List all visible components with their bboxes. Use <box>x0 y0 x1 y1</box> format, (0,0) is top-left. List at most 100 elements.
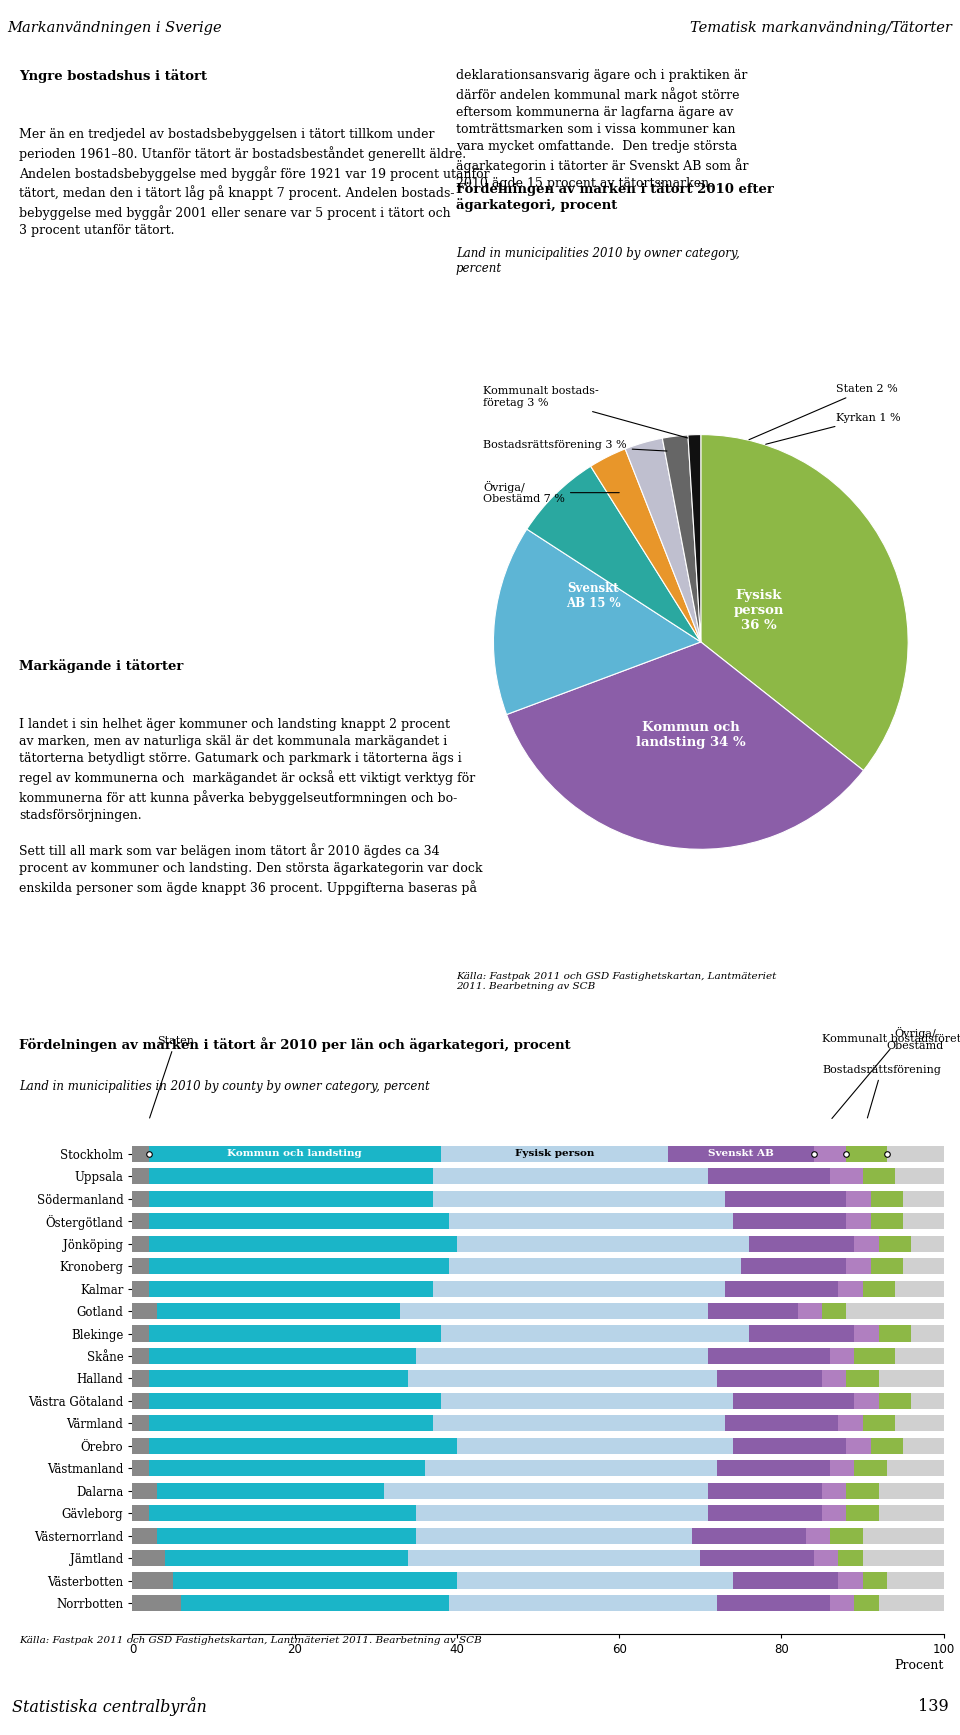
Bar <box>847 1258 871 1273</box>
Bar <box>132 1213 149 1230</box>
Bar <box>149 1235 457 1253</box>
Bar <box>384 1483 708 1499</box>
Bar <box>878 1504 944 1522</box>
Bar <box>433 1168 708 1185</box>
Bar <box>417 1348 708 1364</box>
Bar <box>871 1258 903 1273</box>
Wedge shape <box>493 529 701 715</box>
Bar <box>132 1549 165 1567</box>
Wedge shape <box>507 642 863 850</box>
Bar <box>911 1393 944 1409</box>
Bar <box>149 1326 441 1341</box>
Bar <box>149 1416 433 1431</box>
Bar <box>903 1213 944 1230</box>
Bar <box>887 1145 944 1162</box>
Bar <box>173 1572 457 1589</box>
Text: Statistiska centralbyrån: Statistiska centralbyrån <box>12 1697 206 1716</box>
Bar <box>830 1594 854 1612</box>
Bar <box>132 1438 149 1454</box>
Bar <box>457 1572 732 1589</box>
Wedge shape <box>527 467 701 642</box>
Bar <box>149 1145 441 1162</box>
Bar <box>871 1438 903 1454</box>
Bar <box>903 1190 944 1208</box>
Bar <box>732 1213 847 1230</box>
Text: Bostadsrättsförening: Bostadsrättsförening <box>822 1065 941 1117</box>
Bar <box>847 1190 871 1208</box>
Text: Kommun och
landsting 34 %: Kommun och landsting 34 % <box>636 722 745 750</box>
Bar <box>692 1527 805 1544</box>
Wedge shape <box>688 434 701 642</box>
Bar <box>878 1371 944 1386</box>
Bar <box>457 1235 749 1253</box>
Bar <box>814 1145 847 1162</box>
Bar <box>457 1438 732 1454</box>
Bar <box>854 1326 878 1341</box>
Bar <box>741 1258 847 1273</box>
Bar <box>838 1572 863 1589</box>
Text: deklarationsansvarig ägare och i praktiken är
därför andelen kommunal mark något: deklarationsansvarig ägare och i praktik… <box>456 69 749 189</box>
Bar <box>895 1168 944 1185</box>
Text: Övriga/
Obestämd 7 %: Övriga/ Obestämd 7 % <box>483 481 619 505</box>
Bar <box>887 1461 944 1476</box>
X-axis label: Procent: Procent <box>895 1659 944 1673</box>
Bar <box>830 1168 863 1185</box>
Bar <box>708 1504 822 1522</box>
Text: Markägande i tätorter: Markägande i tätorter <box>19 659 183 673</box>
Bar <box>732 1572 838 1589</box>
Bar <box>854 1235 878 1253</box>
Bar <box>863 1416 895 1431</box>
Bar <box>132 1280 149 1296</box>
Text: Fördelningen av marken i tätort år 2010 per län och ägarkategori, procent: Fördelningen av marken i tätort år 2010 … <box>19 1038 571 1053</box>
Bar <box>132 1303 156 1319</box>
Bar <box>417 1527 692 1544</box>
Bar <box>878 1326 911 1341</box>
Bar <box>449 1594 716 1612</box>
Bar <box>822 1371 847 1386</box>
Text: Mer än en tredjedel av bostadsbebyggelsen i tätort tillkom under
perioden 1961–8: Mer än en tredjedel av bostadsbebyggelse… <box>19 128 490 238</box>
Wedge shape <box>590 449 701 642</box>
Bar <box>847 1504 878 1522</box>
Bar <box>863 1572 887 1589</box>
Bar <box>822 1504 847 1522</box>
Bar <box>871 1213 903 1230</box>
Bar <box>708 1348 830 1364</box>
Text: Tematisk markanvändning/Tätorter: Tematisk markanvändning/Tätorter <box>690 21 952 35</box>
Bar <box>725 1280 838 1296</box>
Bar <box>441 1145 668 1162</box>
Text: Fördelningen av marken i tätort 2010 efter
ägarkategori, procent: Fördelningen av marken i tätort 2010 eft… <box>456 182 774 212</box>
Bar <box>878 1235 911 1253</box>
Bar <box>878 1594 944 1612</box>
Bar <box>854 1393 878 1409</box>
Bar <box>132 1393 149 1409</box>
Bar <box>668 1145 814 1162</box>
Bar <box>149 1371 408 1386</box>
Bar <box>708 1303 798 1319</box>
Bar <box>708 1168 830 1185</box>
Bar <box>822 1303 847 1319</box>
Bar <box>441 1326 749 1341</box>
Text: Bostadsrättsförening 3 %: Bostadsrättsförening 3 % <box>483 441 667 451</box>
Bar <box>165 1549 408 1567</box>
Bar <box>424 1461 716 1476</box>
Bar <box>132 1572 173 1589</box>
Bar <box>433 1280 725 1296</box>
Bar <box>854 1461 887 1476</box>
Bar <box>725 1416 838 1431</box>
Bar <box>895 1416 944 1431</box>
Bar <box>830 1527 863 1544</box>
Bar <box>847 1483 878 1499</box>
Bar <box>847 1213 871 1230</box>
Bar <box>847 1303 944 1319</box>
Bar <box>887 1572 944 1589</box>
Text: Staten: Staten <box>150 1036 194 1117</box>
Bar <box>132 1190 149 1208</box>
Bar <box>132 1235 149 1253</box>
Bar <box>149 1504 417 1522</box>
Bar <box>847 1438 871 1454</box>
Bar <box>847 1371 878 1386</box>
Text: 139: 139 <box>918 1699 948 1714</box>
Bar <box>878 1393 911 1409</box>
Wedge shape <box>701 434 908 770</box>
Text: Fysisk
person
36 %: Fysisk person 36 % <box>733 590 784 632</box>
